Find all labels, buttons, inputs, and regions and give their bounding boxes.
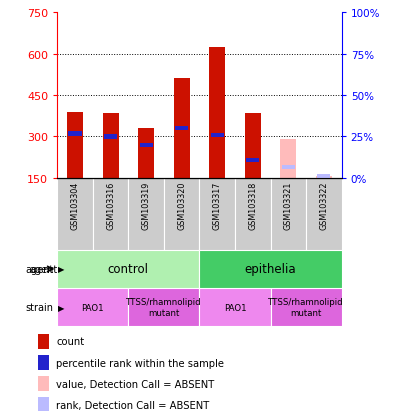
Bar [246,158,260,163]
Bar [209,47,225,178]
Bar [271,288,342,326]
Text: ▶: ▶ [58,303,64,312]
Bar [164,178,199,250]
Bar [271,178,306,250]
Bar [317,175,331,178]
Text: percentile rank within the sample: percentile rank within the sample [56,358,224,368]
Text: GSM103321: GSM103321 [284,181,293,230]
Bar [138,129,154,178]
Bar [245,114,261,178]
Bar [128,288,199,326]
Text: GSM103322: GSM103322 [320,181,328,230]
Bar [128,178,164,250]
Text: agent: agent [25,264,53,274]
Bar [38,334,49,349]
Text: TTSS/rhamnolipid
mutant: TTSS/rhamnolipid mutant [268,298,344,317]
Bar [175,127,188,131]
Bar [174,79,190,178]
Bar [306,178,342,250]
Text: TTSS/rhamnolipid
mutant: TTSS/rhamnolipid mutant [126,298,202,317]
Bar [211,133,224,138]
Bar [280,140,296,178]
Text: GSM103319: GSM103319 [142,181,150,230]
Text: GSM103317: GSM103317 [213,181,222,230]
Bar [57,178,93,250]
Bar [235,178,271,250]
Text: ▶: ▶ [58,265,64,274]
Bar [104,135,117,139]
Text: agent: agent [29,264,57,274]
Bar [316,177,332,178]
Text: GSM103320: GSM103320 [177,181,186,230]
Bar [38,397,49,413]
Bar [57,288,128,326]
Bar [103,114,118,178]
Bar [67,112,83,178]
Text: count: count [56,337,85,347]
Bar [38,376,49,392]
Bar [38,355,49,370]
Text: strain: strain [25,302,53,312]
Text: value, Detection Call = ABSENT: value, Detection Call = ABSENT [56,379,214,389]
Text: GSM103316: GSM103316 [106,181,115,230]
Text: control: control [108,263,149,276]
Text: PAO1: PAO1 [224,303,246,312]
Bar [199,288,271,326]
Bar [199,178,235,250]
Bar [199,250,342,288]
Text: PAO1: PAO1 [81,303,104,312]
Bar [93,178,128,250]
Bar [57,250,199,288]
Text: GSM103318: GSM103318 [248,181,257,230]
Bar [282,166,295,169]
Text: GSM103304: GSM103304 [71,181,79,230]
Text: epithelia: epithelia [245,263,296,276]
Text: rank, Detection Call = ABSENT: rank, Detection Call = ABSENT [56,400,210,410]
Bar [68,132,82,137]
Bar [139,143,153,147]
